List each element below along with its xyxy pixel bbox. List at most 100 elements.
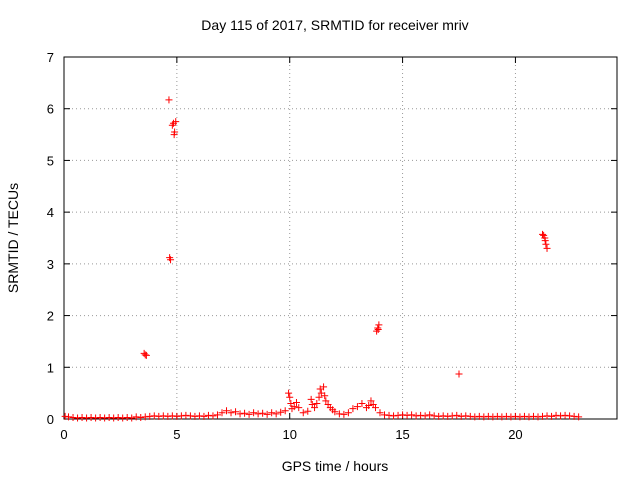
- data-point: [575, 413, 583, 421]
- data-point: [344, 409, 352, 417]
- data-point: [498, 413, 506, 421]
- data-point: [358, 399, 366, 407]
- data-point: [277, 408, 285, 416]
- data-point: [353, 403, 361, 411]
- data-point: [307, 395, 315, 403]
- data-point: [541, 237, 549, 245]
- data-point: [381, 411, 389, 419]
- data-point: [69, 413, 77, 421]
- data-point: [548, 412, 556, 420]
- ticks-layer: 0 5 10 15 20 0 1 2 3 4 5 6 7: [47, 50, 617, 442]
- data-point: [311, 404, 319, 412]
- data-point: [502, 412, 510, 420]
- data-point: [155, 412, 163, 420]
- data-point: [96, 413, 104, 421]
- data-point: [299, 409, 307, 417]
- data-point: [412, 412, 420, 420]
- points-layer: [61, 96, 583, 422]
- data-point: [272, 410, 280, 418]
- data-point: [241, 409, 249, 417]
- data-point: [475, 412, 483, 420]
- data-point: [141, 351, 149, 359]
- data-point: [223, 407, 231, 415]
- data-point: [132, 413, 140, 421]
- data-point: [110, 414, 118, 422]
- data-point: [141, 413, 149, 421]
- data-point: [218, 409, 226, 417]
- data-point: [61, 412, 69, 420]
- data-point: [177, 412, 185, 420]
- data-point: [182, 411, 190, 419]
- data-point: [245, 410, 253, 418]
- data-point: [453, 411, 461, 419]
- data-point: [322, 397, 330, 405]
- x-tick-label: 5: [173, 427, 180, 442]
- data-point: [195, 412, 203, 420]
- data-point: [159, 412, 167, 420]
- data-point: [74, 414, 82, 422]
- data-point: [376, 409, 384, 417]
- data-point: [268, 409, 276, 417]
- data-point: [173, 412, 181, 420]
- data-point: [394, 411, 402, 419]
- data-point: [455, 370, 463, 378]
- data-point: [373, 327, 381, 335]
- data-point: [321, 392, 329, 400]
- y-tick-label: 6: [47, 102, 54, 117]
- x-axis-label: GPS time / hours: [282, 458, 389, 474]
- data-point: [448, 412, 456, 420]
- plot-frame: [63, 56, 618, 420]
- data-point: [165, 96, 173, 104]
- x-tick-label: 20: [508, 427, 522, 442]
- data-point: [65, 413, 73, 421]
- data-point: [444, 412, 452, 420]
- data-point: [204, 411, 212, 419]
- data-point: [561, 411, 569, 419]
- y-axis-label: SRMTID / TECUs: [5, 183, 21, 293]
- data-point: [295, 404, 303, 412]
- data-point: [484, 412, 492, 420]
- data-point: [457, 412, 465, 420]
- data-point: [417, 411, 425, 419]
- data-point: [263, 410, 271, 418]
- data-point: [516, 413, 524, 421]
- data-point: [493, 412, 501, 420]
- data-point: [172, 118, 180, 126]
- y-tick-label: 4: [47, 205, 54, 220]
- data-point: [539, 412, 547, 420]
- x-tick-label: 15: [395, 427, 409, 442]
- data-point: [142, 351, 150, 359]
- data-point: [313, 399, 321, 407]
- grid-layer: [64, 57, 617, 419]
- data-point: [290, 403, 298, 411]
- data-point: [123, 413, 131, 421]
- data-point: [543, 412, 551, 420]
- data-point: [349, 405, 357, 413]
- y-tick-label: 5: [47, 153, 54, 168]
- data-point: [399, 411, 407, 419]
- data-point: [466, 412, 474, 420]
- data-point: [250, 409, 258, 417]
- data-point: [371, 404, 379, 412]
- data-point: [480, 413, 488, 421]
- data-point: [511, 412, 519, 420]
- data-point: [566, 412, 574, 420]
- data-point: [167, 256, 175, 264]
- data-point: [285, 389, 293, 397]
- data-point: [390, 412, 398, 420]
- x-tick-label: 10: [282, 427, 296, 442]
- data-point: [87, 413, 95, 421]
- data-point: [186, 412, 194, 420]
- data-point: [430, 412, 438, 420]
- data-point: [421, 412, 429, 420]
- data-point: [78, 413, 86, 421]
- data-point: [209, 412, 217, 420]
- data-point: [191, 412, 199, 420]
- data-point: [534, 413, 542, 421]
- data-point: [137, 413, 145, 421]
- data-point: [119, 414, 127, 422]
- data-point: [213, 411, 221, 419]
- data-point: [335, 410, 343, 418]
- chart-title: Day 115 of 2017, SRMTID for receiver mri…: [201, 17, 468, 33]
